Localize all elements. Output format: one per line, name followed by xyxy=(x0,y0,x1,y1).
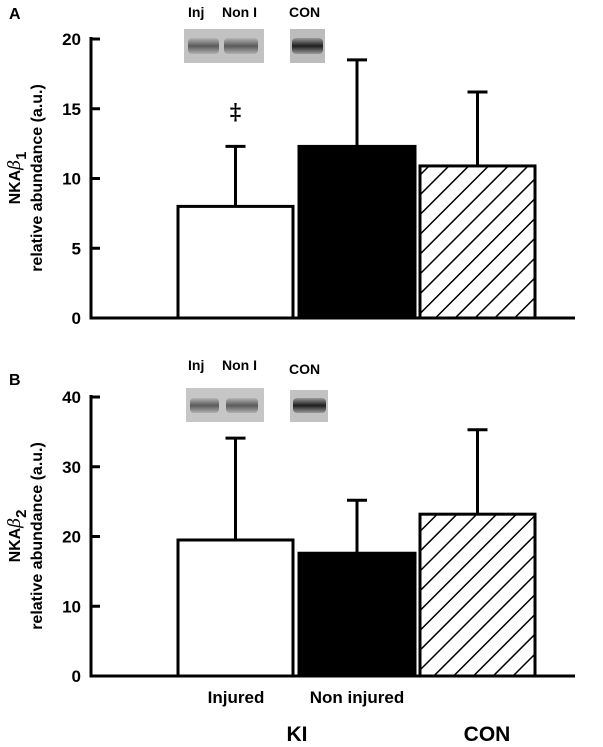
panel-b-ylabel-subscript: 2 xyxy=(13,510,30,518)
panel-a-ylabel-line2: relative abundance (a.u.) xyxy=(29,84,46,272)
panel-a-blot-label-con: CON xyxy=(289,4,320,20)
panel-b-y-tick-label: 40 xyxy=(62,388,81,407)
panel-b-blot-label-con: CON xyxy=(289,361,320,377)
panel-b-bar-non-injured xyxy=(297,551,417,678)
panel-a-western-blot: Inj Non I CON xyxy=(184,4,325,63)
panel-b-western-blot: Inj Non I CON xyxy=(186,357,328,422)
panel-b-blot-band-non-i xyxy=(226,398,258,413)
panel-a-blot-band-con xyxy=(292,38,323,54)
panel-a-y-tick-label: 10 xyxy=(62,170,81,189)
panel-b-y-tick-label: 0 xyxy=(72,667,81,686)
panel-a: A NKAβ1 relative abundance (a.u.) Inj No… xyxy=(5,4,575,328)
panel-a-blot-label-inj: Inj xyxy=(188,4,204,20)
panel-b-y-tick-label: 20 xyxy=(62,528,81,547)
x-label-injured: Injured xyxy=(208,688,265,707)
panel-a-ylabel-subscript: 1 xyxy=(13,152,30,160)
panel-b-ylabel-line2: relative abundance (a.u.) xyxy=(29,442,46,630)
panel-b: B NKAβ2 relative abundance (a.u.) Inj No… xyxy=(5,357,575,686)
svg-text:NKAβ2: NKAβ2 xyxy=(5,510,30,563)
panel-a-blot-band-inj xyxy=(188,38,219,54)
panel-a-y-tick-label: 5 xyxy=(72,239,81,258)
panel-a-bar-injured xyxy=(176,204,295,320)
panel-b-blot-band-con xyxy=(293,398,326,413)
panel-a-bar-con xyxy=(418,164,537,320)
x-label-ki: KI xyxy=(287,723,308,746)
panel-a-ylabel-symbol: β xyxy=(5,160,25,171)
panel-a-y-tick-label: 15 xyxy=(62,100,81,119)
x-axis-labels: Injured Non injured KI CON xyxy=(208,688,511,746)
svg-text:NKAβ1: NKAβ1 xyxy=(5,152,30,205)
panel-b-blot-label-non-i: Non I xyxy=(222,357,257,373)
panel-b-ylabel-prefix: NKA xyxy=(7,527,24,562)
panel-a-y-tick-label: 0 xyxy=(72,309,81,328)
panel-b-blot-band-inj xyxy=(190,398,219,413)
panel-b-letter: B xyxy=(9,372,21,389)
panel-b-bar-injured xyxy=(176,538,295,678)
panel-a-ylabel-prefix: NKA xyxy=(7,169,24,204)
panel-a-y-tick-label: 20 xyxy=(62,30,81,49)
x-label-non-injured: Non injured xyxy=(310,688,404,707)
panel-a-letter: A xyxy=(9,6,21,23)
panel-b-bar-con xyxy=(418,512,537,678)
panel-b-ylabel-symbol: β xyxy=(5,518,25,529)
panel-a-significance-marker: ‡ xyxy=(230,99,242,125)
panel-b-y-tick-label: 30 xyxy=(62,458,81,477)
panel-b-blot-label-inj: Inj xyxy=(188,357,204,373)
x-label-con: CON xyxy=(464,723,511,746)
panel-a-bar-non-injured xyxy=(297,144,417,320)
panel-a-y-axis-label: NKAβ1 relative abundance (a.u.) xyxy=(5,84,46,272)
panel-b-y-tick-label: 10 xyxy=(62,597,81,616)
panel-b-y-axis-label: NKAβ2 relative abundance (a.u.) xyxy=(5,442,46,630)
panel-a-blot-band-non-i xyxy=(224,38,258,54)
panel-a-blot-label-non-i: Non I xyxy=(222,4,257,20)
